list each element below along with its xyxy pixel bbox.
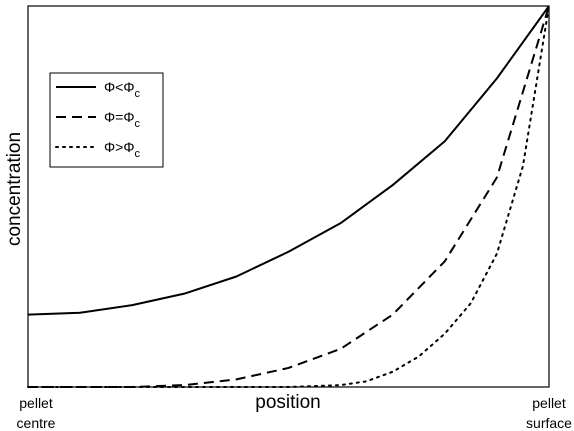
legend-label-solid: Φ<Φc [104,79,141,100]
legend-entry-dashed: Φ=Φc [56,109,141,130]
series-layer [27,5,550,388]
x-tick-labels: pellet centre pellet surface [17,395,573,431]
legend: Φ<Φc Φ=Φc Φ>Φc [49,72,164,168]
plot-frame [27,5,550,388]
y-axis-label: concentration [4,132,25,246]
legend-label-dotted: Φ>Φc [104,139,141,160]
legend-entry-dotted: Φ>Φc [55,139,141,160]
series-line-solid [27,5,550,316]
x-tick-label-end: pellet surface [526,395,572,431]
legend-entries: Φ<Φc Φ=Φc Φ>Φc [55,79,141,160]
legend-entry-solid: Φ<Φc [56,79,141,100]
legend-box [49,72,164,168]
legend-label-dashed: Φ=Φc [104,109,141,130]
x-tick-label-start: pellet centre [17,395,56,431]
series-line-dashed [28,5,550,388]
x-axis-label: position [255,392,321,413]
series-line-dotted [27,5,550,388]
